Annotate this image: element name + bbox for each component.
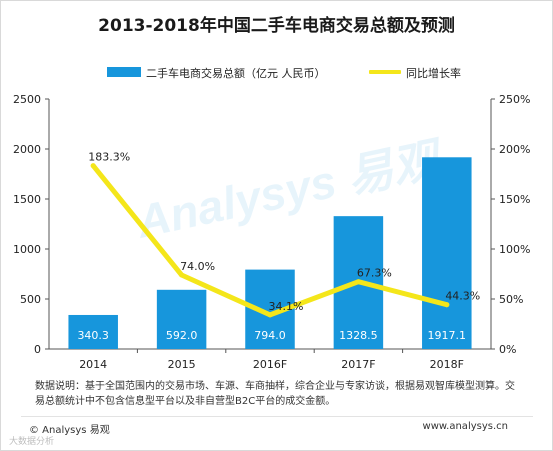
watermark-site-text: 大数据分析 [9, 437, 55, 447]
watermark: Analysys 易观 [131, 132, 449, 248]
footer-website: www.analysys.cn [422, 421, 508, 432]
bar-value-label: 1917.1 [428, 329, 467, 342]
data-note: 数据说明：基于全国范围内的交易市场、车源、车商抽样，综合企业与专家访谈，根据易观… [35, 381, 515, 407]
x-tick-label: 2015 [168, 358, 196, 371]
chart-title: 2013-2018年中国二手车电商交易总额及预测 [98, 16, 455, 36]
y-right-tick-label: 250% [499, 93, 530, 106]
bar [422, 157, 472, 349]
line-value-label: 67.3% [357, 267, 392, 280]
y-right-tick-label: 150% [499, 193, 530, 206]
footer-divider [21, 416, 533, 417]
line-point [267, 312, 273, 318]
x-tick-label: 2014 [79, 358, 107, 371]
line-value-label: 183.3% [88, 151, 130, 164]
x-tick-label: 2017F [341, 358, 375, 371]
bar-value-label: 1328.5 [339, 329, 378, 342]
y-left-tick-label: 2500 [13, 93, 41, 106]
line-value-label: 74.0% [180, 260, 215, 273]
y-right-tick-label: 0% [499, 343, 516, 356]
bar-value-label: 592.0 [166, 329, 198, 342]
footer-source: © Analysys 易观 [29, 425, 110, 436]
bar [156, 289, 207, 349]
watermark-logo: Analysys 易观 [131, 132, 449, 248]
y-right-tick-label: 50% [499, 293, 523, 306]
line-point [444, 302, 450, 308]
legend-line-label: 同比增长率 [406, 67, 461, 80]
y-left-tick-label: 2000 [13, 143, 41, 156]
line-point [355, 279, 361, 285]
y-left-tick-label: 1500 [13, 193, 41, 206]
bar-value-label: 794.0 [254, 329, 286, 342]
line-series [90, 163, 450, 318]
line-point [90, 163, 96, 169]
y-right-tick-label: 200% [499, 143, 530, 156]
y-right-tick-label: 100% [499, 243, 530, 256]
axes: 0 500 1000 1500 2000 2500 0% 50% 100% 150% 200% 250… [13, 93, 530, 371]
bar-value-label: 340.3 [77, 329, 109, 342]
plot-area: Analysys 易观 0 500 1000 1500 2000 2500 0% 50% 100… [13, 93, 530, 371]
y-left-tick-label: 1000 [13, 243, 41, 256]
line-point [179, 272, 185, 278]
x-tick-label: 2016F [253, 358, 287, 371]
y-left-tick-label: 500 [20, 293, 41, 306]
legend-bar-label: 二手车电商交易总额（亿元 人民币） [146, 67, 326, 80]
bar [68, 314, 118, 349]
x-tick-label: 2018F [430, 358, 464, 371]
legend: 二手车电商交易总额（亿元 人民币） 同比增长率 [1, 64, 552, 80]
legend-bar-swatch [107, 67, 141, 77]
line-value-label: 44.3% [445, 290, 480, 303]
data-labels: 340.3 592.0 794.0 1328.5 1917.1 183.3% 74.0% 34… [77, 151, 480, 342]
legend-line-swatch [369, 70, 401, 74]
y-left-tick-label: 0 [34, 343, 41, 356]
line-value-label: 34.1% [269, 300, 304, 313]
